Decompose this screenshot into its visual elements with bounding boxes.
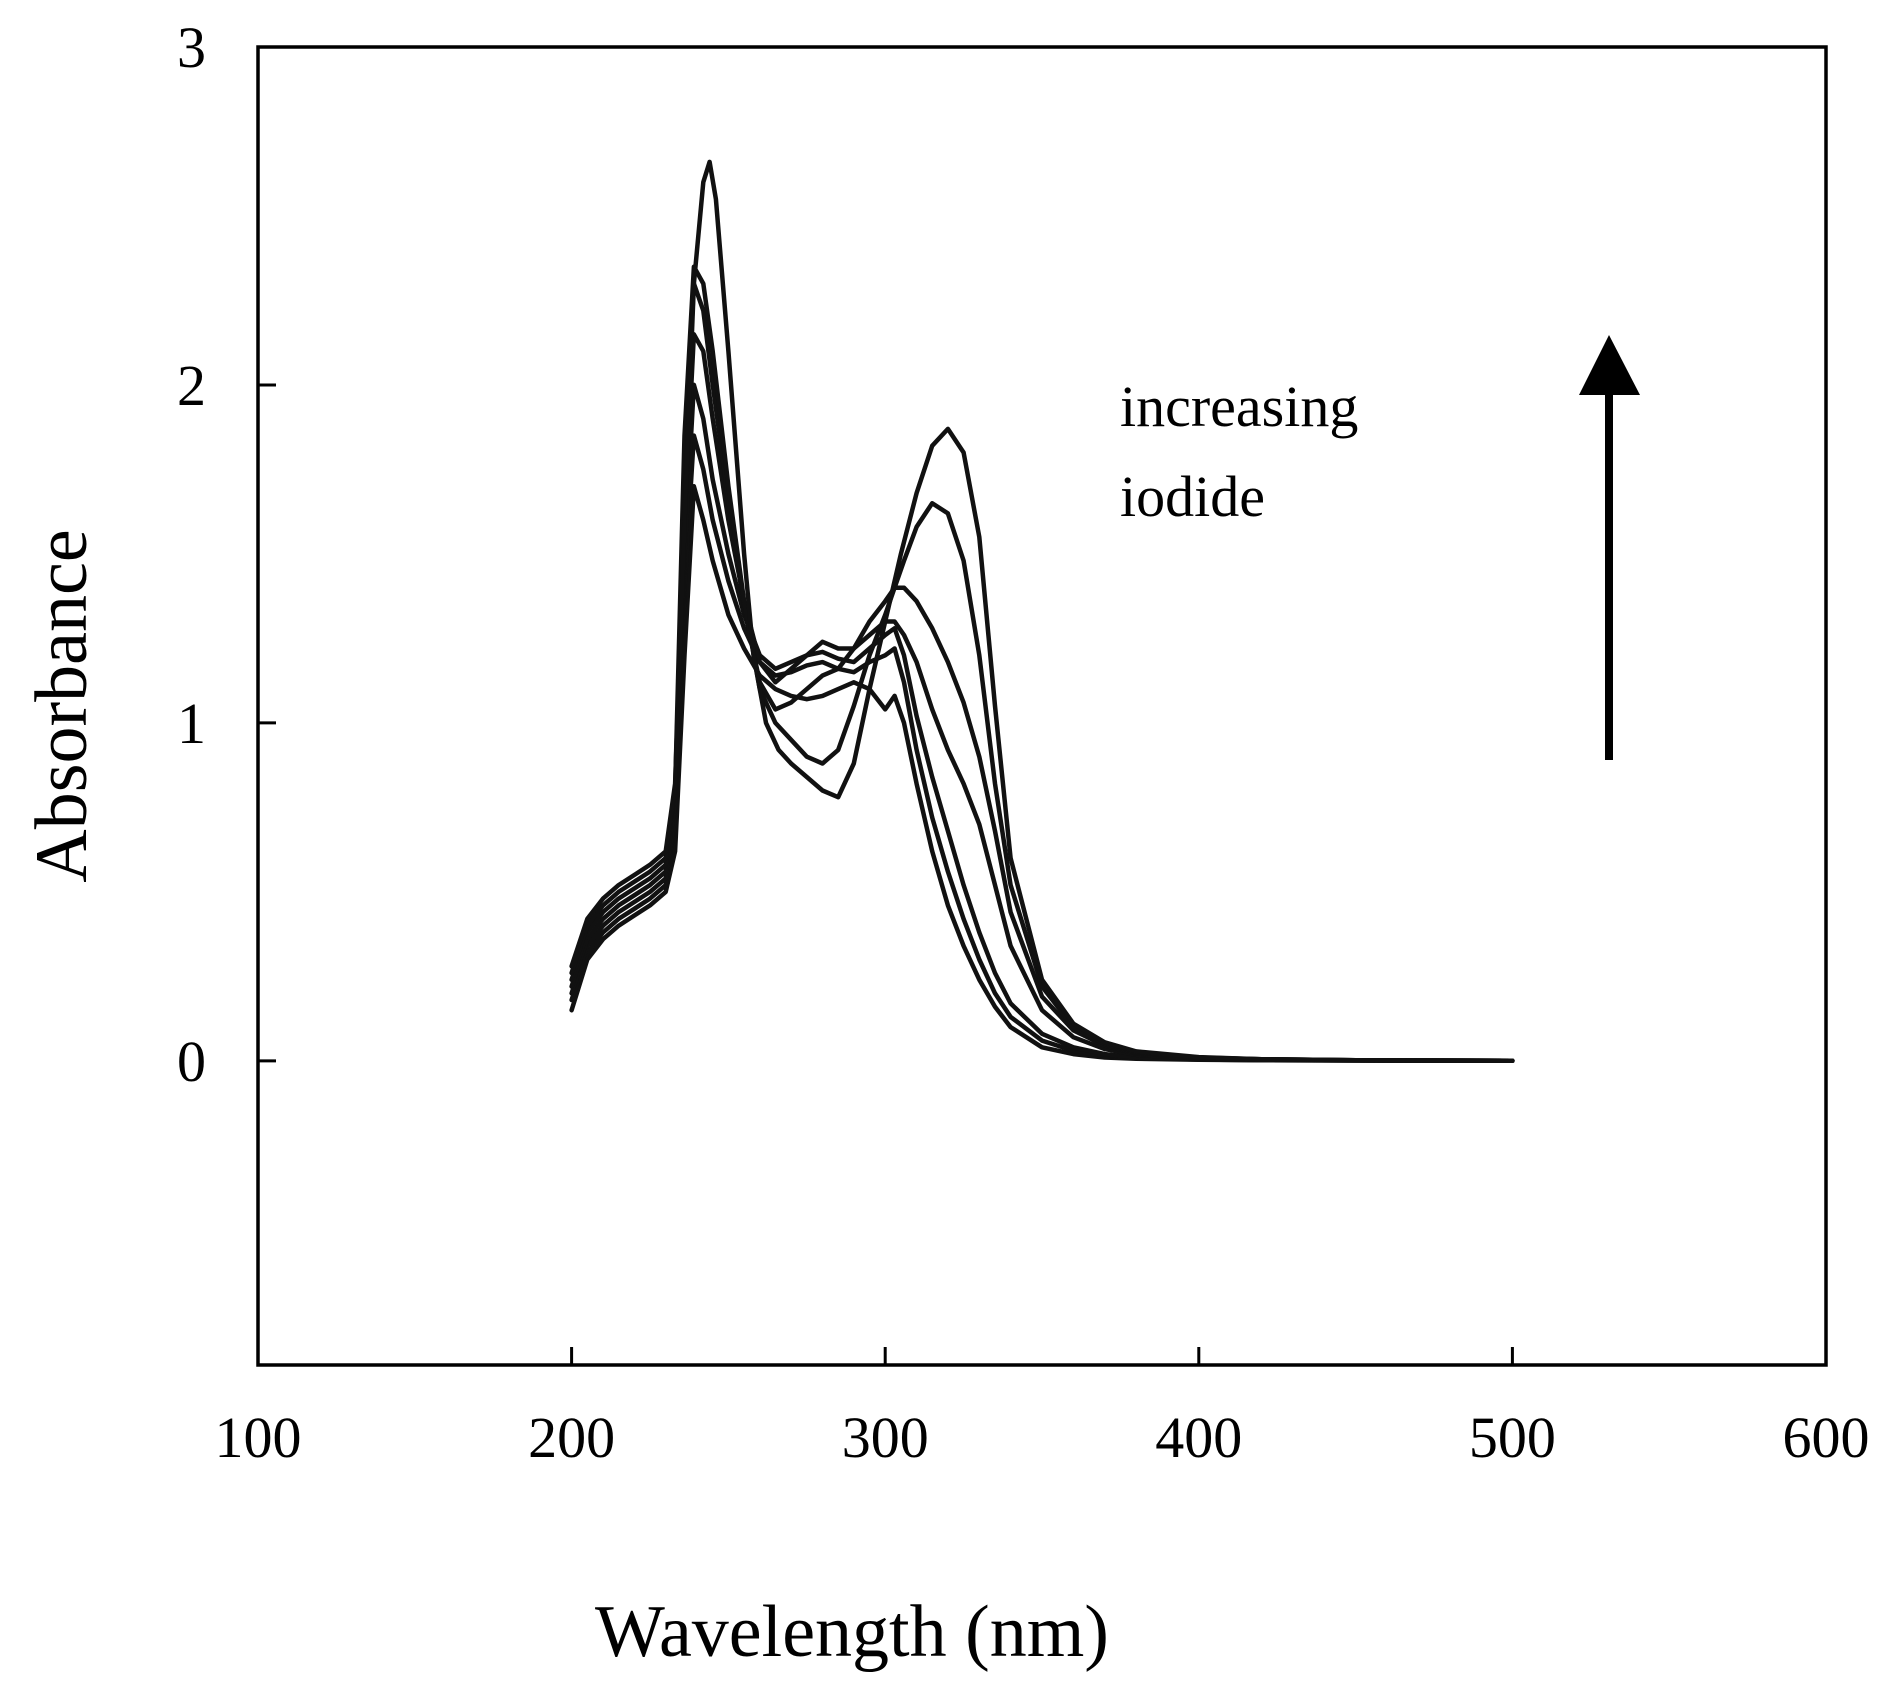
axis-ticks: 100 200 300 400 500 600 0 1 2 3 [177,15,1870,1470]
x-tick-label: 300 [842,1405,929,1470]
x-axis-title: Wavelength (nm) [595,1591,1109,1673]
series-line-4 [569,332,1515,1064]
x-tick-label: 600 [1783,1405,1870,1470]
y-tick-label: 0 [177,1029,206,1094]
x-tick-label: 400 [1155,1405,1242,1470]
series-line-2 [569,433,1515,1064]
plot-frame [256,45,1828,1367]
series-line-5 [569,281,1515,1064]
arrow-up-icon [1579,335,1640,395]
annotation-line-1: increasing [1120,374,1358,439]
y-tick-label: 1 [177,691,206,756]
x-tick-label: 500 [1469,1405,1556,1470]
annotation-line-2: iodide [1120,464,1265,529]
y-axis-title: Absorbance [21,529,103,882]
x-tick-label: 200 [528,1405,615,1470]
x-tick-label: 100 [215,1405,302,1470]
series-group [569,159,1515,1064]
series-line-3 [569,382,1515,1064]
y-tick-label: 2 [177,353,206,418]
y-tick-label: 3 [177,15,206,80]
series-line-7 [569,159,1515,1064]
